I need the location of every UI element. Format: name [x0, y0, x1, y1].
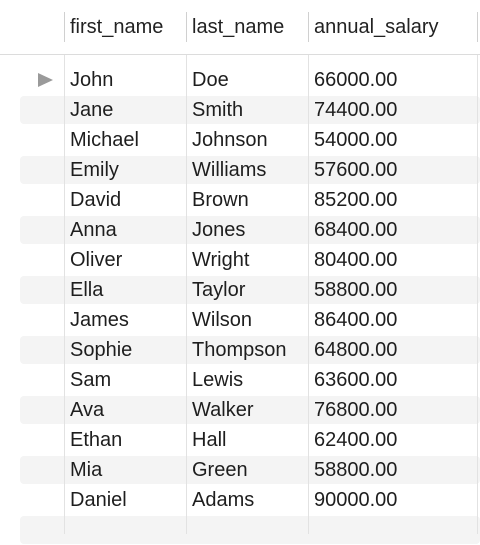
cell-annual-salary[interactable]: 54000.00 — [314, 129, 398, 151]
table-row[interactable]: Ella Taylor 58800.00 — [0, 275, 480, 305]
cell-annual-salary[interactable]: 62400.00 — [314, 429, 398, 451]
cell-annual-salary[interactable]: 58800.00 — [314, 459, 398, 481]
table-row[interactable]: David Brown 85200.00 — [0, 185, 480, 215]
table-row[interactable]: Sophie Thompson 64800.00 — [0, 335, 480, 365]
cell-first-name[interactable]: Ella — [70, 279, 104, 301]
cell-annual-salary[interactable]: 63600.00 — [314, 369, 398, 391]
column-gridline — [477, 55, 478, 534]
row-stripe — [20, 216, 480, 244]
column-header-annual-salary[interactable]: annual_salary — [314, 16, 439, 38]
table-row[interactable]: Sam Lewis 63600.00 — [0, 365, 480, 395]
cell-last-name[interactable]: Doe — [192, 69, 229, 91]
cell-last-name[interactable]: Wilson — [192, 309, 253, 331]
cell-last-name[interactable]: Smith — [192, 99, 244, 121]
table-row[interactable]: Emily Williams 57600.00 — [0, 155, 480, 185]
column-header-first-name[interactable]: first_name — [70, 16, 164, 38]
cell-annual-salary[interactable]: 90000.00 — [314, 489, 398, 511]
cell-last-name[interactable]: Thompson — [192, 339, 287, 361]
row-stripe — [20, 276, 480, 304]
play-triangle-icon — [38, 73, 53, 87]
cell-annual-salary[interactable]: 57600.00 — [314, 159, 398, 181]
cell-last-name[interactable]: Taylor — [192, 279, 246, 301]
cell-annual-salary[interactable]: 86400.00 — [314, 309, 398, 331]
row-stripe — [20, 456, 480, 484]
column-divider[interactable] — [64, 12, 65, 42]
cell-last-name[interactable]: Green — [192, 459, 248, 481]
cell-first-name[interactable]: David — [70, 189, 122, 211]
table-row-empty[interactable] — [0, 515, 480, 545]
cell-annual-salary[interactable]: 64800.00 — [314, 339, 398, 361]
cell-annual-salary[interactable]: 80400.00 — [314, 249, 398, 271]
cell-last-name[interactable]: Johnson — [192, 129, 268, 151]
column-divider[interactable] — [186, 12, 187, 42]
cell-last-name[interactable]: Jones — [192, 219, 246, 241]
cell-annual-salary[interactable]: 74400.00 — [314, 99, 398, 121]
cell-annual-salary[interactable]: 85200.00 — [314, 189, 398, 211]
cell-last-name[interactable]: Wright — [192, 249, 250, 271]
table-row[interactable]: John Doe 66000.00 — [0, 65, 480, 95]
row-stripe — [20, 516, 480, 544]
column-gridline — [64, 55, 65, 534]
column-gridline — [308, 55, 309, 534]
cell-first-name[interactable]: James — [70, 309, 129, 331]
column-gridline — [186, 55, 187, 534]
cell-first-name[interactable]: Emily — [70, 159, 119, 181]
cell-last-name[interactable]: Adams — [192, 489, 255, 511]
table-row[interactable]: Ethan Hall 62400.00 — [0, 425, 480, 455]
cell-first-name[interactable]: Oliver — [70, 249, 123, 271]
table-header: first_name last_name annual_salary — [0, 0, 480, 55]
cell-first-name[interactable]: Jane — [70, 99, 114, 121]
column-divider[interactable] — [308, 12, 309, 42]
table-row[interactable]: James Wilson 86400.00 — [0, 305, 480, 335]
cell-first-name[interactable]: Sophie — [70, 339, 133, 361]
cell-last-name[interactable]: Lewis — [192, 369, 244, 391]
cell-last-name[interactable]: Brown — [192, 189, 249, 211]
cell-last-name[interactable]: Walker — [192, 399, 254, 421]
cell-annual-salary[interactable]: 58800.00 — [314, 279, 398, 301]
cell-first-name[interactable]: Ava — [70, 399, 105, 421]
cell-annual-salary[interactable]: 68400.00 — [314, 219, 398, 241]
cell-annual-salary[interactable]: 66000.00 — [314, 69, 398, 91]
table-row[interactable]: Mia Green 58800.00 — [0, 455, 480, 485]
table-row[interactable]: Ava Walker 76800.00 — [0, 395, 480, 425]
column-header-last-name[interactable]: last_name — [192, 16, 285, 38]
cell-first-name[interactable]: Ethan — [70, 429, 123, 451]
row-stripe — [20, 396, 480, 424]
cell-first-name[interactable]: Sam — [70, 369, 112, 391]
table-row[interactable]: Jane Smith 74400.00 — [0, 95, 480, 125]
table-row[interactable]: Daniel Adams 90000.00 — [0, 485, 480, 515]
cell-first-name[interactable]: John — [70, 69, 114, 91]
table-row[interactable]: Michael Johnson 54000.00 — [0, 125, 480, 155]
table-row[interactable]: Anna Jones 68400.00 — [0, 215, 480, 245]
cell-first-name[interactable]: Daniel — [70, 489, 127, 511]
table-row[interactable]: Oliver Wright 80400.00 — [0, 245, 480, 275]
cell-first-name[interactable]: Michael — [70, 129, 139, 151]
cell-last-name[interactable]: Hall — [192, 429, 227, 451]
cell-first-name[interactable]: Mia — [70, 459, 103, 481]
row-stripe — [20, 336, 480, 364]
cell-last-name[interactable]: Williams — [192, 159, 267, 181]
column-divider[interactable] — [477, 12, 478, 42]
row-stripe — [20, 156, 480, 184]
cell-first-name[interactable]: Anna — [70, 219, 117, 241]
cell-annual-salary[interactable]: 76800.00 — [314, 399, 398, 421]
row-stripe — [20, 96, 480, 124]
